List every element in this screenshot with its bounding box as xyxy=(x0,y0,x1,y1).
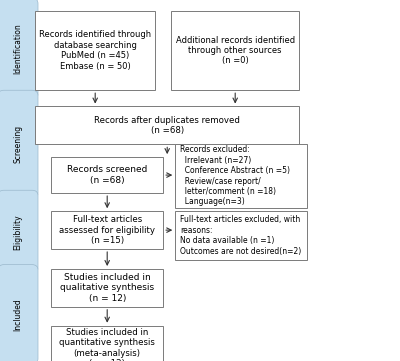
Text: Additional records identified
through other sources
(n =0): Additional records identified through ot… xyxy=(176,36,295,65)
Text: Records identified through
database searching
PubMed (n =45)
Embase (n = 50): Records identified through database sear… xyxy=(39,30,151,71)
FancyBboxPatch shape xyxy=(51,326,163,361)
FancyBboxPatch shape xyxy=(35,106,299,144)
Text: Studies included in
qualitative synthesis
(n = 12): Studies included in qualitative synthesi… xyxy=(60,273,154,303)
Text: Identification: Identification xyxy=(14,23,22,74)
FancyBboxPatch shape xyxy=(51,157,163,193)
Text: Screening: Screening xyxy=(14,125,22,164)
Text: Records excluded:
  Irrelevant (n=27)
  Conference Abstract (n =5)
  Review/case: Records excluded: Irrelevant (n=27) Conf… xyxy=(180,145,290,206)
FancyBboxPatch shape xyxy=(0,90,38,199)
FancyBboxPatch shape xyxy=(0,0,38,99)
FancyBboxPatch shape xyxy=(0,265,38,361)
Text: Full-text articles
assessed for eligibility
(n =15): Full-text articles assessed for eligibil… xyxy=(59,215,155,245)
Text: Full-text articles excluded, with
reasons:
No data available (n =1)
Outcomes are: Full-text articles excluded, with reason… xyxy=(180,216,301,256)
Text: Eligibility: Eligibility xyxy=(14,214,22,249)
FancyBboxPatch shape xyxy=(35,11,155,90)
FancyBboxPatch shape xyxy=(51,269,163,307)
Text: Included: Included xyxy=(14,298,22,331)
Text: Records after duplicates removed
(n =68): Records after duplicates removed (n =68) xyxy=(94,116,240,135)
FancyBboxPatch shape xyxy=(175,144,307,208)
Text: Studies included in
quantitative synthesis
(meta-analysis)
(n = 12): Studies included in quantitative synthes… xyxy=(59,328,155,361)
FancyBboxPatch shape xyxy=(51,211,163,249)
FancyBboxPatch shape xyxy=(175,211,307,260)
FancyBboxPatch shape xyxy=(0,190,38,273)
FancyBboxPatch shape xyxy=(171,11,299,90)
Text: Records screened
(n =68): Records screened (n =68) xyxy=(67,165,147,185)
